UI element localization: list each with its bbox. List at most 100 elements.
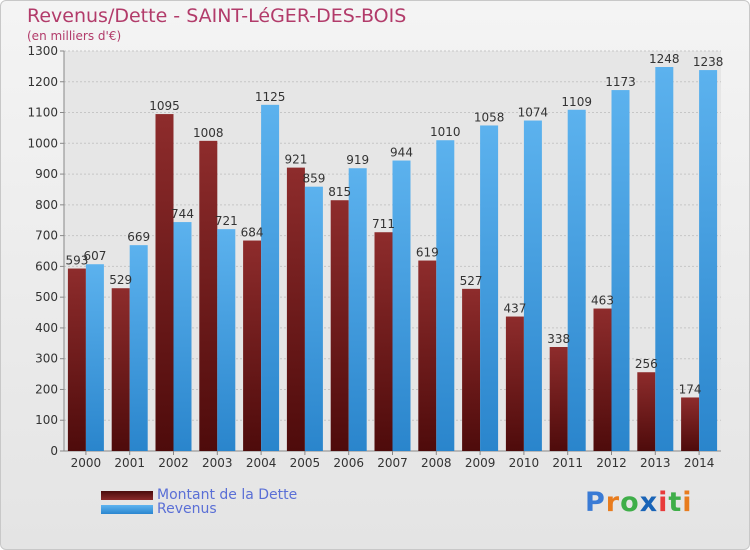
data-label: 1125 (255, 90, 286, 104)
bar-revenus (85, 264, 104, 451)
data-label: 1109 (561, 95, 592, 109)
bar-dette (286, 167, 305, 451)
y-tick-label: 1000 (27, 136, 58, 150)
bar-revenus (392, 160, 411, 452)
bar-revenus (436, 140, 455, 451)
bar-dette (681, 397, 700, 451)
y-tick-label: 900 (35, 167, 58, 181)
bar-revenus (129, 245, 148, 451)
bar-revenus (611, 90, 630, 452)
data-label: 944 (390, 146, 413, 160)
x-tick-label: 2005 (290, 456, 321, 470)
bar-dette (462, 288, 481, 451)
bar-dette (330, 200, 349, 451)
y-tick-label: 1300 (27, 44, 58, 58)
bar-revenus (480, 125, 499, 451)
y-tick-label: 700 (35, 229, 58, 243)
bar-dette (67, 268, 86, 451)
logo-letter: r (605, 487, 621, 518)
data-label: 1238 (693, 55, 724, 69)
x-tick-label: 2003 (202, 456, 233, 470)
logo-letter: i (658, 487, 669, 518)
logo-letter: t (668, 487, 683, 518)
x-tick-label: 2013 (640, 456, 671, 470)
bar-revenus (699, 70, 718, 452)
x-tick-label: 2000 (71, 456, 102, 470)
data-label: 1058 (474, 110, 505, 124)
data-label: 859 (302, 172, 325, 186)
x-tick-label: 2009 (465, 456, 496, 470)
y-tick-label: 800 (35, 198, 58, 212)
data-label: 1074 (518, 106, 549, 120)
data-label: 256 (635, 357, 658, 371)
data-label: 607 (83, 249, 106, 263)
bar-dette (637, 372, 656, 451)
chart-title: Revenus/Dette - SAINT-LéGER-DES-BOIS (27, 5, 407, 27)
bar-dette (593, 308, 612, 451)
legend-swatch-revenus (101, 504, 153, 514)
data-label: 437 (503, 302, 526, 316)
data-label: 527 (460, 274, 483, 288)
bar-dette (199, 140, 218, 451)
data-label: 721 (215, 214, 238, 228)
data-label: 921 (284, 153, 307, 167)
chart-subtitle: (en milliers d'€) (27, 29, 122, 43)
y-tick-label: 400 (35, 321, 58, 335)
bar-revenus (348, 168, 367, 451)
proxiti-logo: Proxiti (585, 487, 693, 518)
y-tick-label: 0 (50, 444, 58, 458)
data-label: 684 (241, 226, 264, 240)
data-label: 174 (679, 382, 702, 396)
x-tick-label: 2012 (596, 456, 627, 470)
data-label: 593 (65, 254, 88, 268)
data-label: 815 (328, 185, 351, 199)
x-tick-label: 2008 (421, 456, 452, 470)
bar-revenus (304, 186, 323, 451)
x-tick-label: 2010 (509, 456, 540, 470)
y-tick-label: 200 (35, 382, 58, 396)
y-tick-label: 1100 (27, 106, 58, 120)
y-tick-label: 1200 (27, 75, 58, 89)
logo-letter: x (639, 487, 659, 518)
x-tick-label: 2001 (114, 456, 145, 470)
x-tick-label: 2004 (246, 456, 277, 470)
data-label: 529 (109, 273, 132, 287)
data-label: 744 (171, 207, 194, 221)
data-label: 338 (547, 332, 570, 346)
data-label: 1010 (430, 125, 461, 139)
logo-letter: P (585, 487, 606, 518)
x-tick-label: 2007 (377, 456, 408, 470)
legend-item-dette: Montant de la Dette (101, 487, 297, 503)
data-label: 1173 (605, 75, 636, 89)
logo-letter: o (620, 487, 640, 518)
data-label: 711 (372, 217, 395, 231)
bar-dette (155, 114, 174, 452)
bar-revenus (173, 222, 192, 451)
bar-dette (243, 240, 262, 451)
bar-revenus (217, 229, 236, 451)
bar-dette (374, 232, 393, 451)
legend-label-revenus: Revenus (157, 501, 217, 517)
data-label: 1095 (149, 99, 180, 113)
legend-swatch-dette (101, 490, 153, 500)
x-tick-label: 2014 (684, 456, 715, 470)
data-label: 669 (127, 230, 150, 244)
bar-revenus (261, 104, 280, 451)
y-tick-label: 300 (35, 352, 58, 366)
bar-revenus (523, 120, 542, 452)
data-label: 1248 (649, 52, 680, 66)
data-label: 1008 (193, 126, 224, 140)
legend-item-revenus: Revenus (101, 501, 217, 517)
bar-revenus (567, 109, 586, 452)
data-label: 463 (591, 294, 614, 308)
x-tick-label: 2011 (552, 456, 583, 470)
data-label: 919 (346, 153, 369, 167)
bar-dette (505, 316, 524, 451)
y-tick-label: 100 (35, 413, 58, 427)
data-label: 619 (416, 246, 439, 260)
y-tick-label: 600 (35, 259, 58, 273)
bar-dette (111, 288, 130, 451)
bar-dette (549, 347, 568, 451)
